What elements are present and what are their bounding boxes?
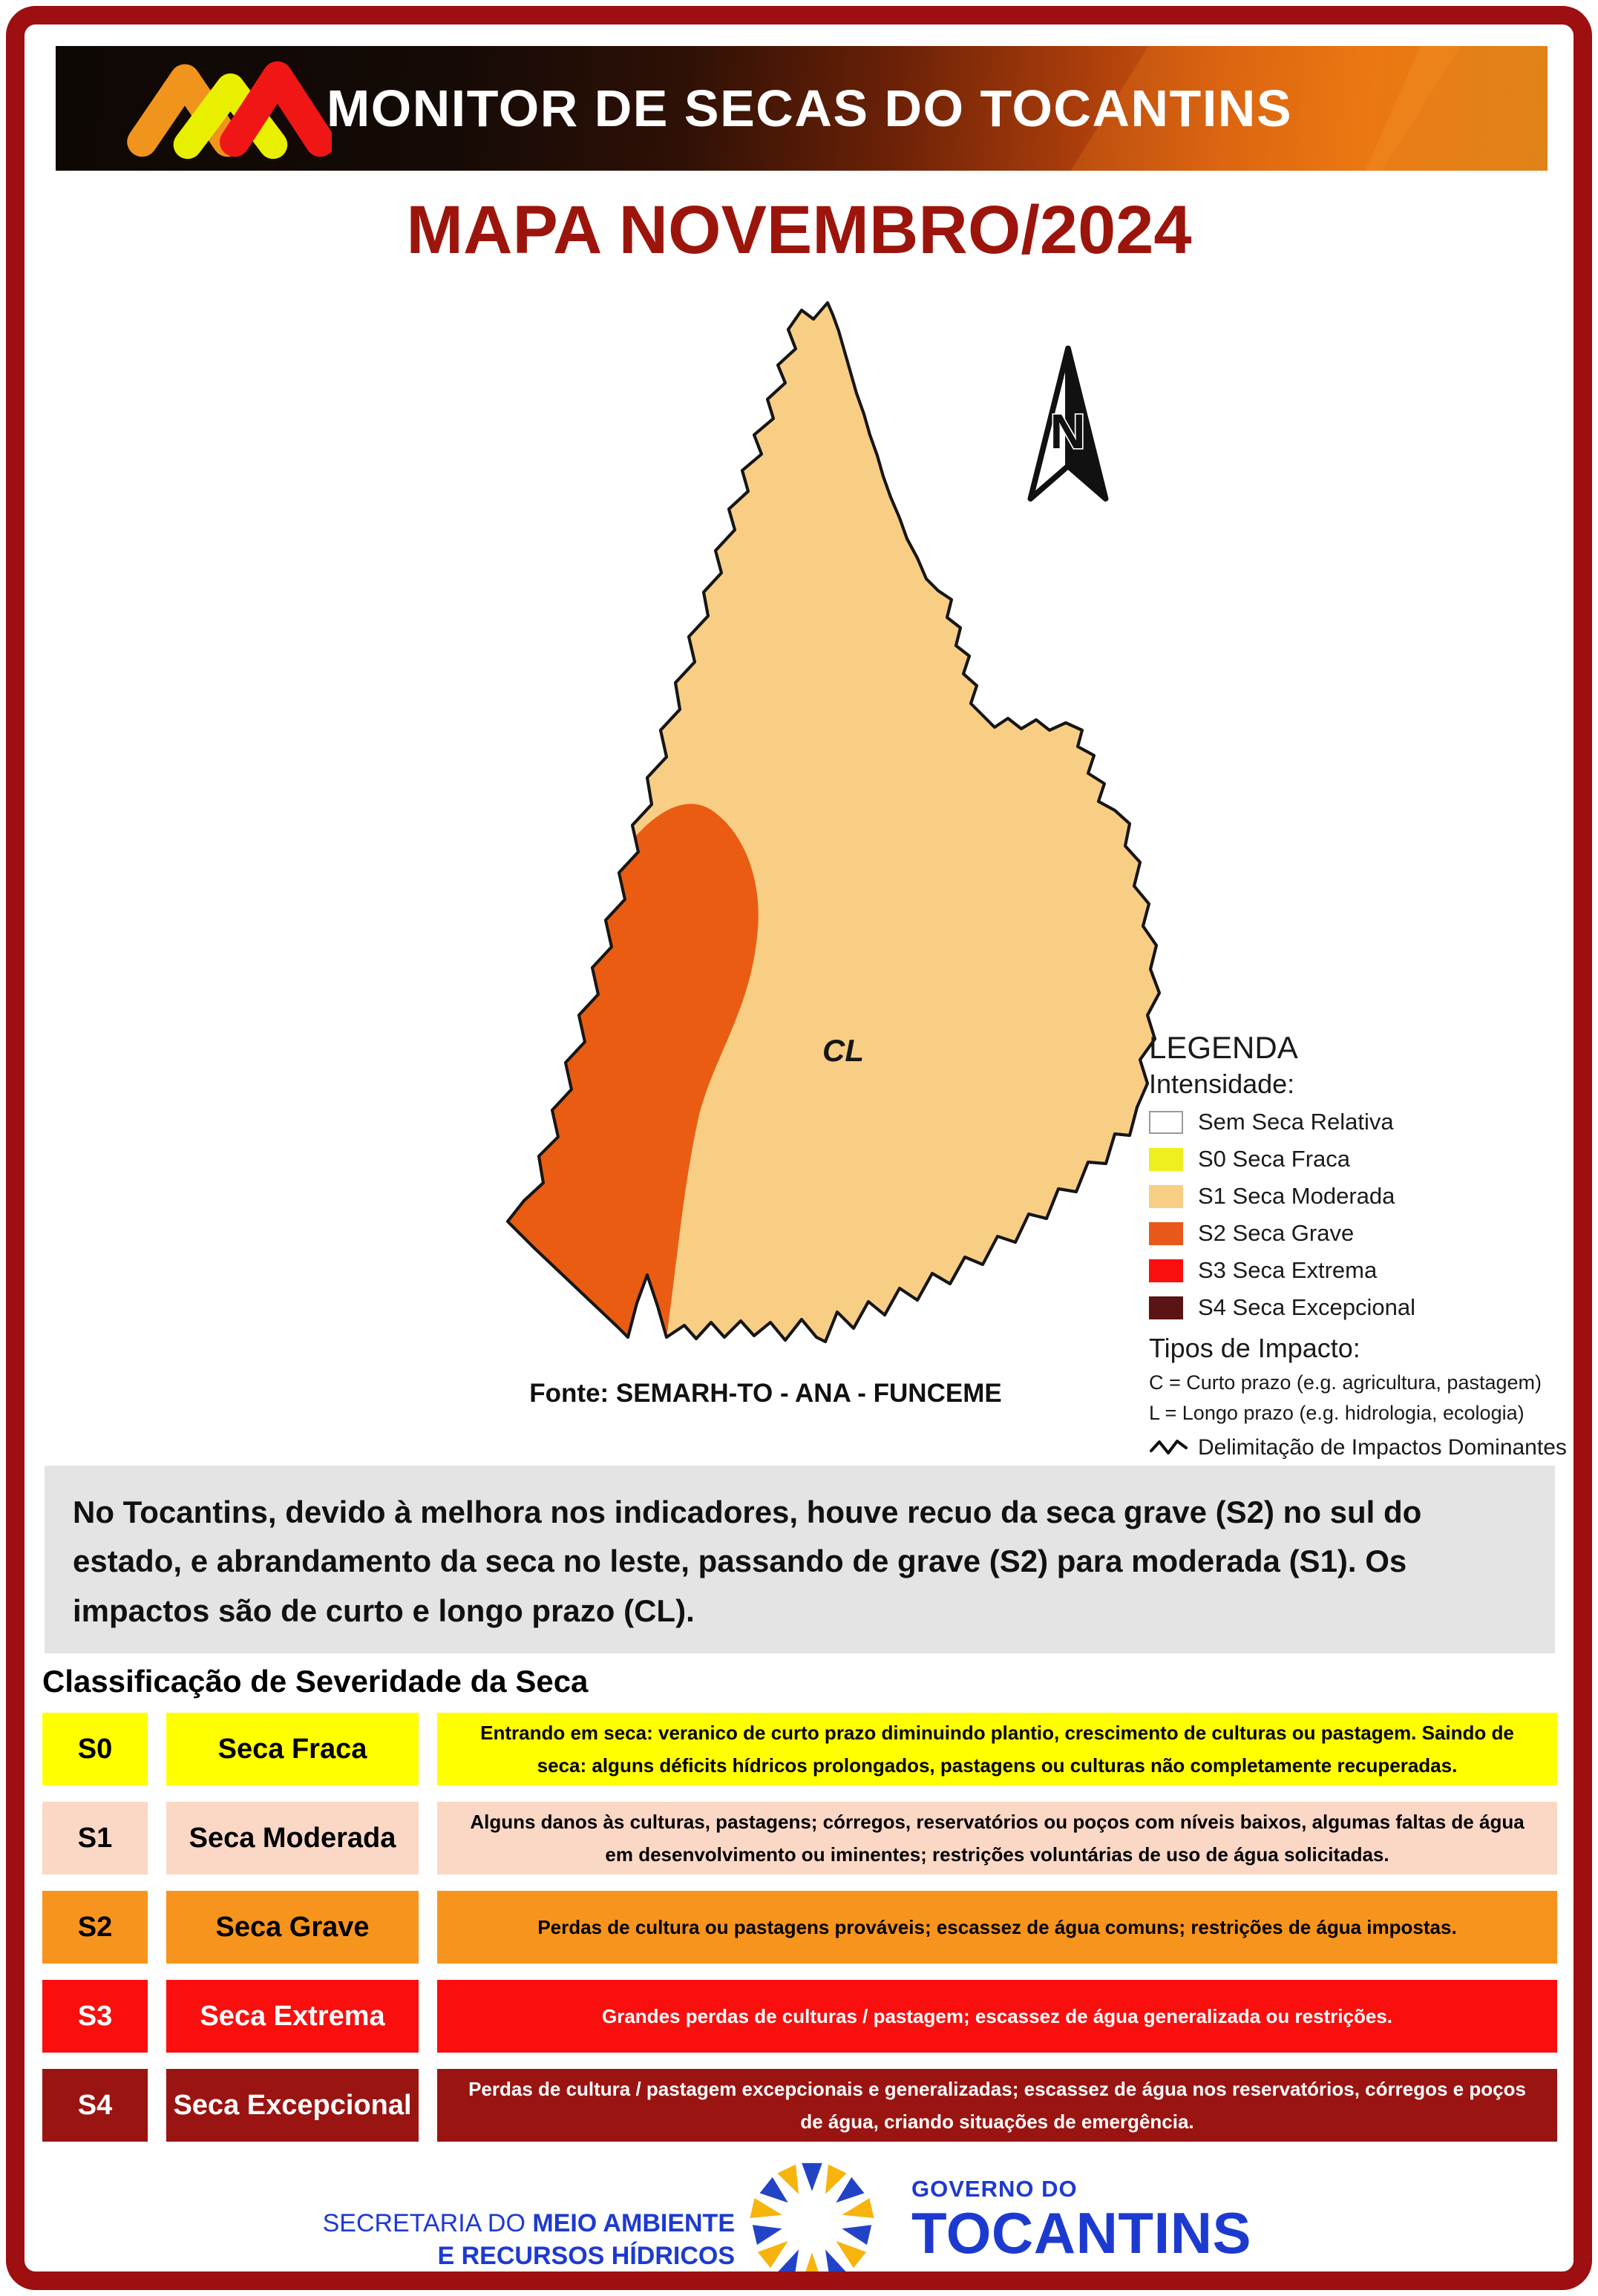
legend-item-sem-seca: Sem Seca Relativa bbox=[1149, 1109, 1583, 1135]
secretariat-line1-normal: SECRETARIA DO bbox=[322, 2209, 533, 2237]
tagline-bold: TODOS bbox=[1230, 2271, 1300, 2293]
legend-delimitation: Delimitação de Impactos Dominantes bbox=[1149, 1435, 1583, 1460]
legend-label: Sem Seca Relativa bbox=[1198, 1109, 1394, 1135]
legend-swatch bbox=[1149, 1296, 1183, 1319]
state-map-svg: CL bbox=[506, 301, 1161, 1343]
legend-swatch bbox=[1149, 1221, 1183, 1245]
severity-name: Seca Moderada bbox=[166, 1802, 419, 1874]
legend-swatch bbox=[1149, 1259, 1183, 1282]
legend-impact-heading: Tipos de Impacto: bbox=[1149, 1333, 1360, 1364]
summary-box: No Tocantins, devido à melhora nos indic… bbox=[45, 1466, 1555, 1653]
severity-code: S0 bbox=[42, 1713, 148, 1785]
legend-swatch bbox=[1149, 1110, 1183, 1134]
secretariat-line2: E RECURSOS HÍDRICOS bbox=[437, 2242, 736, 2271]
impact-type-label: CL bbox=[822, 1033, 864, 1068]
legend-intensity-heading: Intensidade: bbox=[1149, 1069, 1295, 1100]
severity-name: Seca Excepcional bbox=[166, 2069, 419, 2142]
monitor-de-secas-logo-icon bbox=[127, 61, 332, 160]
legend-title: LEGENDA bbox=[1149, 1030, 1298, 1065]
governo-do-label: GOVERNO DO bbox=[911, 2176, 1078, 2202]
legend-item-s1: S1 Seca Moderada bbox=[1149, 1183, 1583, 1210]
severity-description: Alguns danos às culturas, pastagens; cór… bbox=[437, 1802, 1557, 1874]
classification-heading: Classificação de Severidade da Seca bbox=[42, 1664, 589, 1699]
legend-impact-line-curto: C = Curto prazo (e.g. agricultura, pasta… bbox=[1149, 1371, 1542, 1394]
legend-delimitation-label: Delimitação de Impactos Dominantes bbox=[1198, 1435, 1567, 1460]
legend-item-s0: S0 Seca Fraca bbox=[1149, 1146, 1583, 1172]
summary-text: No Tocantins, devido à melhora nos indic… bbox=[73, 1495, 1422, 1628]
severity-code: S2 bbox=[42, 1891, 148, 1964]
severity-name: Seca Extrema bbox=[166, 1980, 419, 2053]
legend-swatch bbox=[1149, 1147, 1183, 1171]
legend-label: S0 Seca Fraca bbox=[1198, 1146, 1351, 1172]
severity-code: S1 bbox=[42, 1802, 148, 1874]
legend-label: S4 Seca Excepcional bbox=[1198, 1294, 1415, 1321]
north-arrow-icon: N bbox=[1027, 345, 1109, 502]
government-wordmark: GOVERNO DO TOCANTINS TRABALHANDO E CUIDA… bbox=[911, 2176, 1300, 2294]
zigzag-line-icon bbox=[1150, 1440, 1188, 1455]
legend-label: S2 Seca Grave bbox=[1198, 1220, 1355, 1247]
classification-table: S0 Seca Fraca Entrando em seca: veranico… bbox=[42, 1713, 1557, 2142]
tagline-normal: TRABALHANDO E CUIDANDO DE bbox=[911, 2271, 1231, 2293]
header-title: MONITOR DE SECAS DO TOCANTINS bbox=[327, 79, 1293, 137]
legend-items: Sem Seca Relativa S0 Seca Fraca S1 Seca … bbox=[1149, 1109, 1583, 1321]
map-month-title: MAPA NOVEMBRO/2024 bbox=[406, 192, 1192, 268]
severity-code: S4 bbox=[42, 2069, 148, 2142]
tocantins-sunburst-logo-icon bbox=[750, 2162, 874, 2284]
severity-name: Seca Fraca bbox=[166, 1713, 419, 1785]
table-row-s3: S3 Seca Extrema Grandes perdas de cultur… bbox=[42, 1980, 1557, 2053]
tocantins-label: TOCANTINS bbox=[911, 2200, 1252, 2266]
legend: LEGENDA Intensidade: Sem Seca Relativa S… bbox=[1149, 1030, 1583, 1460]
legend-label: S3 Seca Extrema bbox=[1198, 1257, 1378, 1284]
legend-label: S1 Seca Moderada bbox=[1198, 1183, 1395, 1210]
legend-item-s2: S2 Seca Grave bbox=[1149, 1220, 1583, 1247]
tocantins-drought-map: CL bbox=[490, 297, 1165, 1343]
state-outline bbox=[506, 301, 1161, 1343]
secretariat-line1-bold: MEIO AMBIENTE bbox=[532, 2209, 735, 2237]
severity-description: Entrando em seca: veranico de curto praz… bbox=[437, 1713, 1557, 1785]
severity-description: Perdas de cultura / pastagem excepcionai… bbox=[437, 2069, 1557, 2142]
header-banner: MONITOR DE SECAS DO TOCANTINS bbox=[56, 46, 1548, 171]
severity-description: Grandes perdas de culturas / pastagem; e… bbox=[437, 1980, 1557, 2053]
north-label: N bbox=[1050, 404, 1086, 459]
government-tagline: TRABALHANDO E CUIDANDO DE TODOS bbox=[911, 2271, 1300, 2294]
table-row-s4: S4 Seca Excepcional Perdas de cultura / … bbox=[42, 2069, 1557, 2142]
map-source: Fonte: SEMARH-TO - ANA - FUNCEME bbox=[529, 1379, 1002, 1408]
secretariat-wordmark: SECRETARIA DO MEIO AMBIENTE E RECURSOS H… bbox=[186, 2207, 735, 2272]
table-row-s0: S0 Seca Fraca Entrando em seca: veranico… bbox=[42, 1713, 1557, 1785]
legend-swatch bbox=[1149, 1184, 1183, 1208]
severity-code: S3 bbox=[42, 1980, 148, 2053]
severity-description: Perdas de cultura ou pastagens prováveis… bbox=[437, 1891, 1557, 1964]
legend-item-s4: S4 Seca Excepcional bbox=[1149, 1294, 1583, 1321]
table-row-s1: S1 Seca Moderada Alguns danos às cultura… bbox=[42, 1802, 1557, 1874]
legend-impact-line-longo: L = Longo prazo (e.g. hidrologia, ecolog… bbox=[1149, 1402, 1525, 1425]
legend-item-s3: S3 Seca Extrema bbox=[1149, 1257, 1583, 1284]
severity-name: Seca Grave bbox=[166, 1891, 419, 1964]
table-row-s2: S2 Seca Grave Perdas de cultura ou pasta… bbox=[42, 1891, 1557, 1964]
